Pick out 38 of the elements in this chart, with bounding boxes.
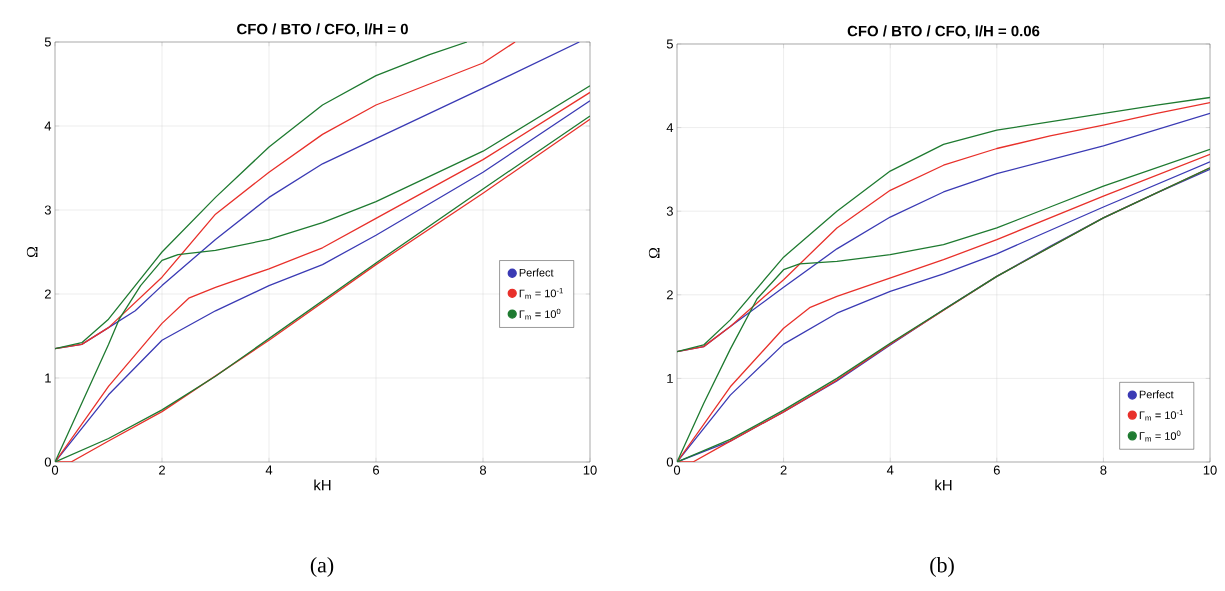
x-tick-label: 6: [373, 465, 380, 475]
x-tick-label: 10: [583, 465, 597, 475]
y-axis-title: Ω: [26, 246, 38, 258]
x-tick-label: 4: [265, 465, 273, 475]
text: (a): [310, 557, 334, 577]
y-tick-label: 2: [44, 289, 51, 299]
y-tick-label: 1: [667, 373, 673, 383]
legend-label: Γ$_{m}$ = 10$^{-1}$: [519, 287, 563, 299]
x-tick-label: 0: [51, 465, 59, 475]
y-tick-label: 5: [44, 37, 51, 47]
x-tick-label: 6: [993, 465, 1000, 475]
x-axis-title: kH: [935, 479, 952, 491]
x-tick-label: 2: [780, 465, 787, 475]
y-tick-label: 1: [45, 373, 51, 383]
y-axis-title: Ω: [648, 247, 660, 259]
chart-title: CFO / BTO / CFO, l/H = 0: [237, 23, 408, 37]
y-tick-label: 2: [666, 290, 673, 300]
x-tick-label: 8: [1100, 465, 1107, 475]
y-tick-label: 5: [666, 39, 673, 49]
y-tick-label: 0: [666, 457, 673, 467]
x-axis-title: kH: [314, 479, 331, 491]
legend-label: Perfect: [1139, 390, 1174, 399]
legend-label: Γ$_{m}$ = 10$^{-1}$: [1139, 409, 1183, 421]
x-tick-label: 2: [159, 465, 165, 475]
legend-label: Γ$_{m}$ = 10$^{0}$: [1139, 430, 1181, 442]
chart-title: CFO / BTO / CFO, l/H = 0.06: [847, 25, 1040, 39]
x-tick-label: 10: [1203, 465, 1217, 475]
x-tick-label: 8: [479, 465, 487, 475]
y-tick-label: 3: [666, 206, 673, 216]
text: (b): [930, 557, 954, 577]
x-tick-label: 4: [886, 465, 894, 475]
legend-label: Γ$_{m}$ = 10$^{0}$: [519, 308, 561, 320]
y-tick-label: 0: [44, 457, 51, 467]
y-tick-label: 4: [44, 121, 52, 131]
y-tick-label: 3: [44, 205, 51, 215]
legend-label: Perfect: [519, 268, 554, 277]
x-tick-label: 0: [673, 465, 681, 475]
y-tick-label: 4: [666, 123, 674, 133]
